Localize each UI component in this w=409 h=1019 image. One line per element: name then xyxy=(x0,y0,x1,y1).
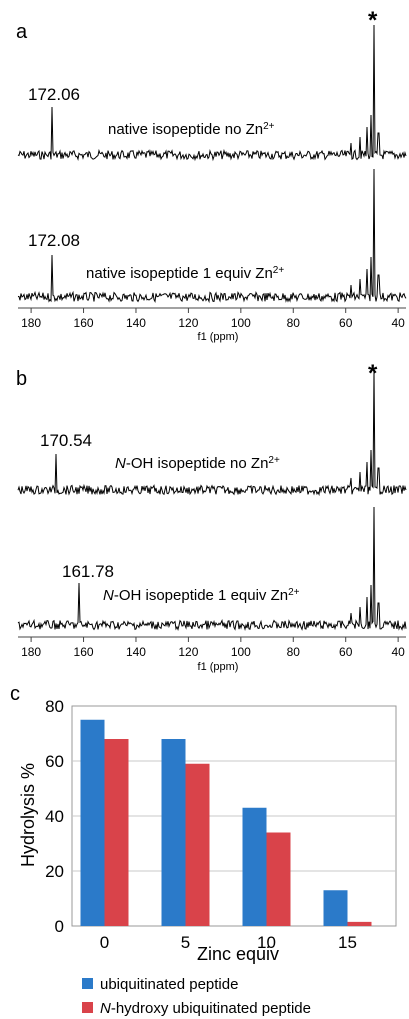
x-tick-label-b-40: 40 xyxy=(391,645,405,659)
bar-ubiquitinated-0 xyxy=(80,719,105,926)
spectrum-caption-b1: N-OH isopeptide no Zn2+ xyxy=(115,455,280,473)
spectrum-b1: 170.54 N-OH isopeptide no Zn2+ xyxy=(17,369,407,497)
caption-sup-a2: 2+ xyxy=(273,265,285,276)
legend-text-n-hydroxy: -hydroxy ubiquitinated peptide xyxy=(111,1000,311,1017)
peak-label-a2: 172.08 xyxy=(28,231,80,250)
peak-label-b2: 161.78 xyxy=(62,562,114,581)
bar-n-hydroxy-15 xyxy=(347,921,372,926)
legend-swatch-n-hydroxy xyxy=(82,1002,93,1013)
peak-label-a1: 172.06 xyxy=(28,85,80,104)
caption-text-b2: -OH isopeptide 1 equiv Zn xyxy=(114,587,288,604)
x-tick-label-a-60: 60 xyxy=(339,316,353,330)
panel-letter-a: a xyxy=(16,21,28,43)
spectrum-trace-a1 xyxy=(17,24,407,162)
x-tick-label-b-140: 140 xyxy=(126,645,146,659)
bar-n-hydroxy-0 xyxy=(104,739,129,926)
x-axis-a: f1 (ppm) 180 160 140 120 100 80 60 40 xyxy=(18,307,406,343)
caption-text-a2: native isopeptide 1 equiv Zn xyxy=(86,265,273,282)
y-tick-label-40: 40 xyxy=(45,807,64,826)
spectrum-trace-a2 xyxy=(17,168,407,304)
x-tick-label-b-120: 120 xyxy=(178,645,198,659)
y-tick-label-80: 80 xyxy=(45,697,64,716)
x-tick-label-b-180: 180 xyxy=(21,645,41,659)
caption-text-a1: native isopeptide no Zn xyxy=(108,121,263,138)
caption-sup-b2: 2+ xyxy=(288,587,300,598)
bar-n-hydroxy-10 xyxy=(266,832,291,926)
x-tick-label-b-160: 160 xyxy=(74,645,94,659)
spectrum-a1: 172.06 native isopeptide no Zn2+ xyxy=(17,24,407,162)
x-axis-b: f1 (ppm) 180 160 140 120 100 80 60 40 xyxy=(18,636,406,673)
spectrum-trace-b1 xyxy=(17,369,407,497)
caption-text-b1: -OH isopeptide no Zn xyxy=(126,455,269,472)
x-tick-label-a-80: 80 xyxy=(287,316,301,330)
caption-italic-b2: N xyxy=(103,587,114,604)
panel-c: c 0 20 40 60 80 0 5 10 15 Hydrolysis % Zinc equi… xyxy=(10,683,397,1017)
spectrum-caption-b2: N-OH isopeptide 1 equiv Zn2+ xyxy=(103,587,300,605)
legend-label-n-hydroxy: N-hydroxy ubiquitinated peptide xyxy=(100,1000,311,1017)
x-tick-label-5: 5 xyxy=(181,933,190,952)
y-tick-label-60: 60 xyxy=(45,752,64,771)
x-tick-label-a-120: 120 xyxy=(178,316,198,330)
bar-ubiquitinated-5 xyxy=(161,739,186,926)
panel-letter-c: c xyxy=(10,683,20,705)
y-tick-label-20: 20 xyxy=(45,862,64,881)
spectrum-b2: 161.78 N-OH isopeptide 1 equiv Zn2+ xyxy=(17,506,407,632)
y-tick-label-0: 0 xyxy=(55,917,64,936)
bar-ubiquitinated-10 xyxy=(242,807,267,926)
x-axis-label-b: f1 (ppm) xyxy=(198,661,239,673)
legend-label-ubiquitinated: ubiquitinated peptide xyxy=(100,976,238,993)
x-tick-label-0: 0 xyxy=(100,933,109,952)
x-tick-label-a-140: 140 xyxy=(126,316,146,330)
x-tick-label-a-180: 180 xyxy=(21,316,41,330)
spectrum-trace-b2 xyxy=(17,506,407,632)
reference-star-b: * xyxy=(368,360,378,387)
x-axis-label-a: f1 (ppm) xyxy=(198,331,239,343)
bar-ubiquitinated-15 xyxy=(323,890,348,926)
panel-letter-b: b xyxy=(16,368,27,390)
x-tick-label-b-80: 80 xyxy=(287,645,301,659)
x-tick-label-a-40: 40 xyxy=(391,316,405,330)
spectrum-caption-a1: native isopeptide no Zn2+ xyxy=(108,121,275,139)
bar-chart: 0 20 40 60 80 0 5 10 15 xyxy=(45,697,397,952)
caption-italic-b1: N xyxy=(115,455,126,472)
panel-a: a * 172.06 native isopeptide no Zn2+ 172… xyxy=(16,7,407,343)
reference-star-a: * xyxy=(368,7,378,34)
legend-italic-n: N xyxy=(100,1000,111,1017)
x-tick-label-10: 10 xyxy=(257,933,276,952)
caption-sup-a1: 2+ xyxy=(263,121,275,132)
panel-b: b * 170.54 N-OH isopeptide no Zn2+ 161.7… xyxy=(16,360,407,673)
spectrum-a2: 172.08 native isopeptide 1 equiv Zn2+ xyxy=(17,168,407,304)
y-axis-label: Hydrolysis % xyxy=(18,763,38,867)
legend-swatch-ubiquitinated xyxy=(82,978,93,989)
x-tick-label-a-100: 100 xyxy=(231,316,251,330)
x-axis-label: Zinc equiv xyxy=(197,944,279,964)
spectrum-caption-a2: native isopeptide 1 equiv Zn2+ xyxy=(86,265,284,283)
x-tick-label-15: 15 xyxy=(338,933,357,952)
x-tick-label-b-100: 100 xyxy=(231,645,251,659)
legend: ubiquitinated peptide N-hydroxy ubiquiti… xyxy=(82,976,311,1017)
bar-n-hydroxy-5 xyxy=(185,763,210,926)
x-tick-label-b-60: 60 xyxy=(339,645,353,659)
x-tick-label-a-160: 160 xyxy=(74,316,94,330)
peak-label-b1: 170.54 xyxy=(40,431,92,450)
caption-sup-b1: 2+ xyxy=(268,455,280,466)
